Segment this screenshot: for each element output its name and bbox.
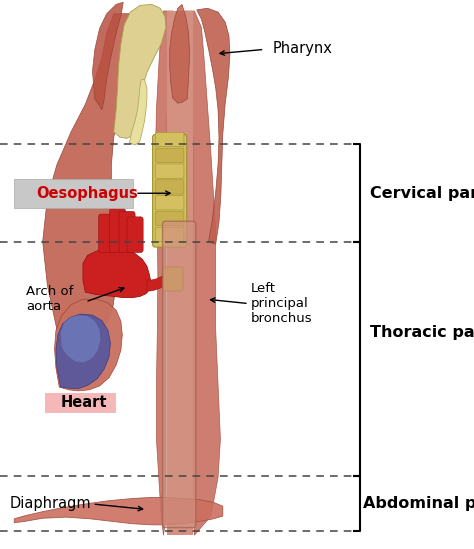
Text: Arch of
aorta: Arch of aorta bbox=[26, 285, 73, 313]
FancyBboxPatch shape bbox=[153, 135, 187, 247]
Polygon shape bbox=[83, 248, 151, 298]
Text: Cervical part: Cervical part bbox=[370, 186, 474, 201]
Text: Pharynx: Pharynx bbox=[273, 41, 332, 56]
Text: Heart: Heart bbox=[60, 395, 107, 411]
Text: Left
principal
bronchus: Left principal bronchus bbox=[250, 282, 312, 325]
Polygon shape bbox=[155, 11, 173, 535]
Polygon shape bbox=[61, 315, 100, 362]
FancyBboxPatch shape bbox=[155, 132, 184, 147]
Polygon shape bbox=[43, 14, 140, 335]
Polygon shape bbox=[55, 299, 122, 391]
Polygon shape bbox=[170, 4, 190, 103]
FancyBboxPatch shape bbox=[155, 180, 184, 194]
Polygon shape bbox=[167, 11, 193, 535]
FancyBboxPatch shape bbox=[119, 211, 135, 253]
Polygon shape bbox=[114, 4, 166, 138]
FancyBboxPatch shape bbox=[14, 179, 133, 208]
Polygon shape bbox=[129, 80, 147, 145]
Text: Oesophagus: Oesophagus bbox=[36, 186, 138, 201]
FancyBboxPatch shape bbox=[155, 164, 184, 178]
FancyBboxPatch shape bbox=[109, 209, 126, 253]
FancyBboxPatch shape bbox=[155, 227, 184, 242]
Polygon shape bbox=[197, 8, 230, 244]
FancyBboxPatch shape bbox=[99, 214, 115, 253]
FancyBboxPatch shape bbox=[155, 195, 184, 210]
Polygon shape bbox=[147, 274, 167, 291]
FancyBboxPatch shape bbox=[163, 221, 196, 528]
FancyBboxPatch shape bbox=[45, 393, 116, 413]
FancyBboxPatch shape bbox=[155, 211, 184, 226]
FancyBboxPatch shape bbox=[127, 217, 143, 253]
FancyBboxPatch shape bbox=[163, 267, 183, 291]
Polygon shape bbox=[56, 314, 110, 389]
FancyBboxPatch shape bbox=[155, 148, 184, 163]
Text: Diaphragm: Diaphragm bbox=[9, 496, 91, 512]
Text: Thoracic part: Thoracic part bbox=[370, 324, 474, 340]
Text: Abdominal part: Abdominal part bbox=[363, 496, 474, 512]
Polygon shape bbox=[185, 11, 220, 535]
Polygon shape bbox=[14, 497, 223, 525]
Polygon shape bbox=[92, 2, 123, 110]
